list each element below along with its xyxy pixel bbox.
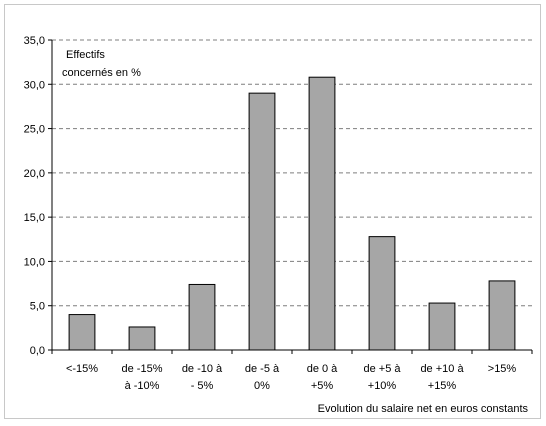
bar xyxy=(248,92,276,351)
y-tick-label: 30,0 xyxy=(24,79,45,91)
x-category-label: de -10 à- 5% xyxy=(182,363,223,392)
bar xyxy=(368,236,396,351)
x-category-label: de -5 à 0% xyxy=(245,363,280,392)
axes xyxy=(51,40,532,351)
bars xyxy=(68,76,516,351)
y-tick-label: 25,0 xyxy=(24,124,45,136)
x-category-label: de +10 à +15% xyxy=(420,363,464,392)
y-axis-title-line-1: Effectifs xyxy=(66,49,105,61)
x-category-label: >15% xyxy=(488,363,517,375)
y-tick-label: 0,0 xyxy=(30,345,45,357)
bar xyxy=(308,76,336,351)
x-category-labels: <-15% de -15% à -10% de -10 à- 5% de -5 à 0% d… xyxy=(66,363,516,392)
bar xyxy=(128,326,156,351)
bar xyxy=(428,302,456,351)
y-tick-label: 5,0 xyxy=(30,301,45,313)
y-axis-title-line-2: concernés en % xyxy=(62,67,141,79)
y-tick-label: 20,0 xyxy=(24,168,45,180)
x-axis-title: Evolution du salaire net en euros consta… xyxy=(318,403,529,415)
y-tick-label: 35,0 xyxy=(24,35,45,47)
x-category-label: de -15% à -10% xyxy=(122,363,163,392)
x-category-label: de 0 à +5% xyxy=(307,363,338,392)
bar xyxy=(188,283,216,351)
y-tick-label: 10,0 xyxy=(24,256,45,268)
y-tick-label: 15,0 xyxy=(24,212,45,224)
gridlines xyxy=(52,39,532,307)
bar xyxy=(68,314,96,351)
bar xyxy=(488,280,516,351)
x-tick-marks xyxy=(51,350,533,354)
y-tick-labels: 0,0 5,0 10,0 15,0 20,0 25,0 30,0 35,0 xyxy=(24,35,52,357)
x-category-label: <-15% xyxy=(66,363,98,375)
chart-border xyxy=(4,4,541,419)
x-category-label: de +5 à +10% xyxy=(363,363,401,392)
